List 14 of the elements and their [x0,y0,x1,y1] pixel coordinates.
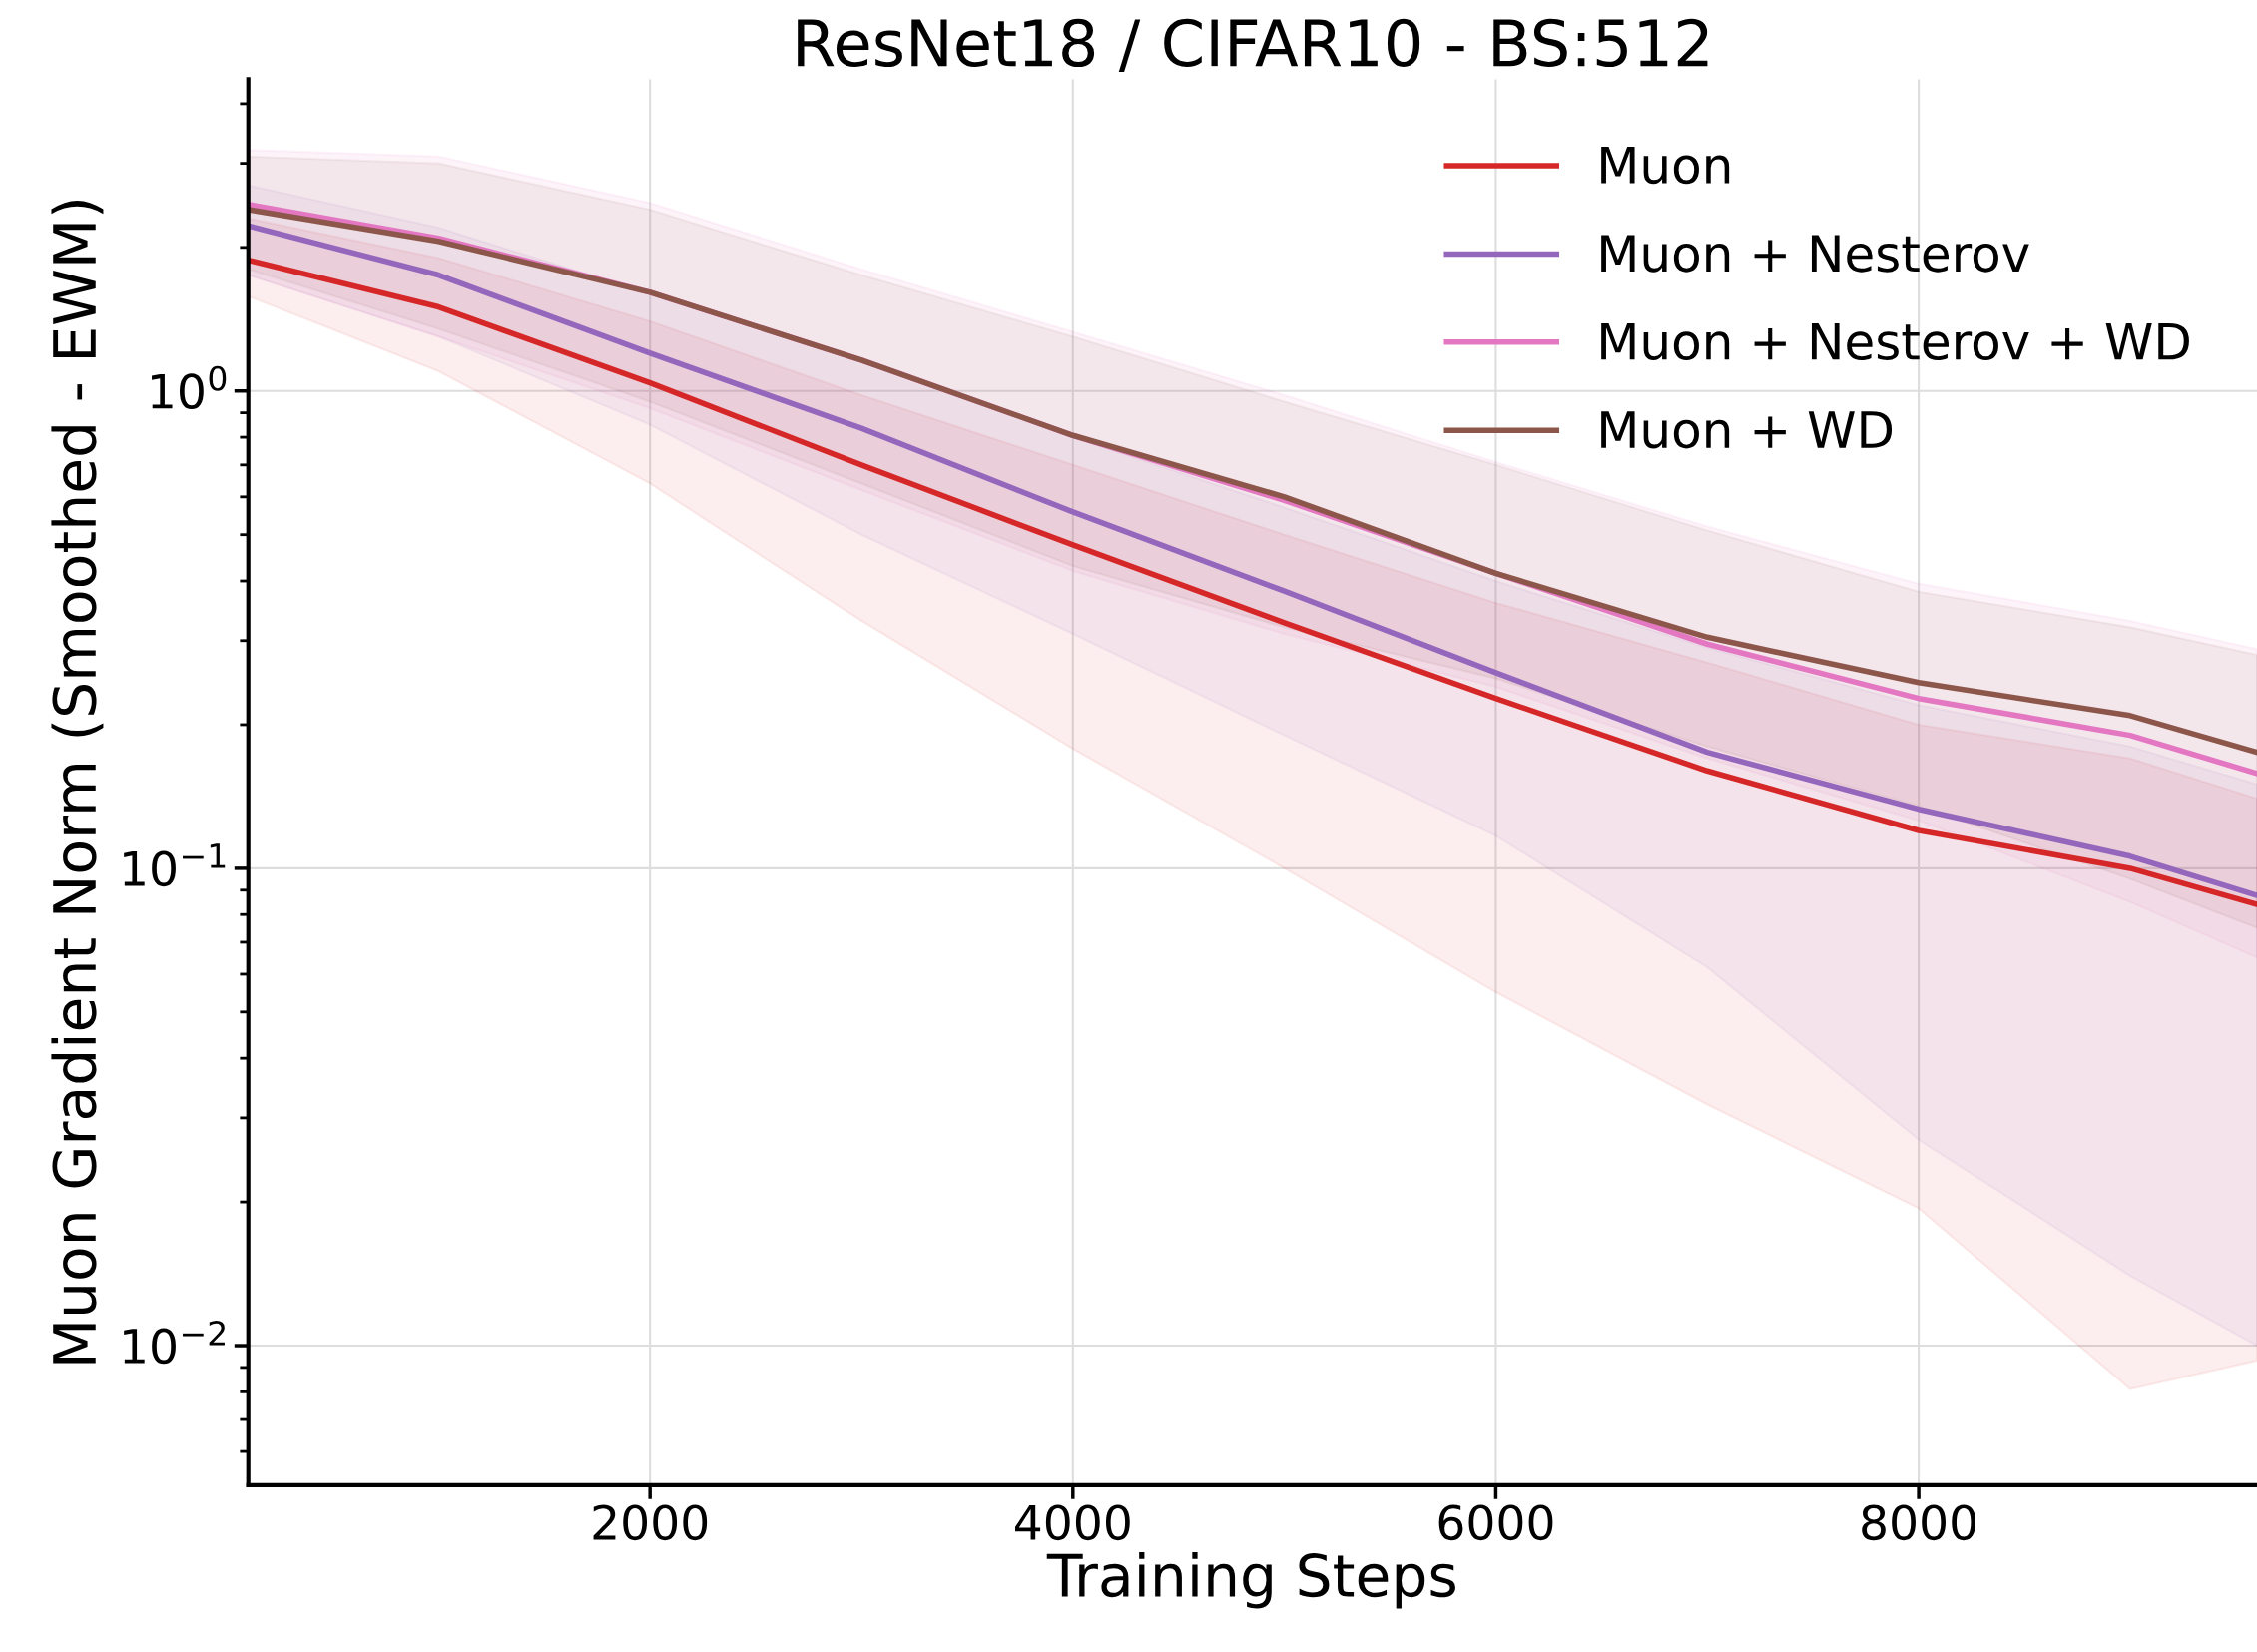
legend-label: Muon [1601,147,1730,185]
x-tick-label: 8000 [1862,1504,1976,1541]
chart-title: ResNet18 / CIFAR10 - BS:512 [798,18,1708,73]
y-tick-label: 10$^{−2}$ [124,1320,225,1365]
legend-label: Muon + WD [1601,411,1893,449]
y-tick-label: 10$^{0}$ [152,365,227,410]
x-tick-label: 4000 [1015,1504,1130,1541]
legend-label: Muon + Nesterov [1601,235,2029,273]
x-axis-title: Training Steps [1046,1552,1455,1609]
x-tick-label: 2000 [593,1504,708,1541]
y-axis-title: Muon Gradient Norm (Smoothed - EWM) [51,201,104,1364]
x-tick-label: 6000 [1438,1504,1553,1541]
legend-label: Muon + Nesterov + WD [1601,322,2189,361]
y-tick-label: 10$^{−1}$ [124,843,226,887]
